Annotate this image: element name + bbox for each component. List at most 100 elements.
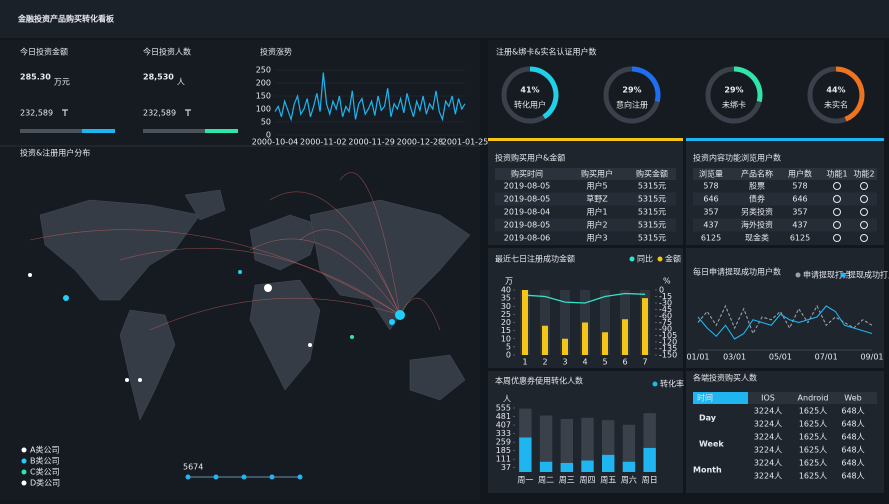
function-icon bbox=[860, 208, 868, 216]
table-header: 购买金额 bbox=[636, 169, 668, 179]
table-cell: 草野Z bbox=[586, 194, 608, 204]
y-tick-label: 30 bbox=[501, 302, 511, 311]
bar-segment bbox=[643, 447, 656, 472]
x-tick-label: 2 bbox=[542, 358, 547, 367]
table-cell: 1625人 bbox=[799, 446, 827, 455]
column-bg bbox=[600, 290, 610, 355]
legend-dot bbox=[795, 272, 801, 278]
function-icon bbox=[833, 221, 841, 229]
kpi-label: 今日投资人数 bbox=[143, 47, 191, 57]
table-cell: 2019-08-04 bbox=[504, 208, 551, 217]
bar-segment bbox=[560, 462, 573, 472]
ring-label: 41% bbox=[520, 86, 539, 95]
table-row-bg bbox=[495, 218, 676, 232]
table-cell: 648人 bbox=[841, 420, 864, 429]
ring-arc bbox=[733, 66, 763, 103]
function-icon bbox=[833, 182, 841, 190]
kpi-value: 285.30 bbox=[20, 73, 51, 82]
y2-tick-label: -150 bbox=[659, 351, 677, 360]
bar-segment bbox=[560, 418, 573, 463]
bar bbox=[522, 290, 528, 355]
table-cell: 648人 bbox=[841, 407, 864, 416]
x-tick-label: 周四 bbox=[580, 476, 596, 485]
table-cell: 1625人 bbox=[799, 459, 827, 468]
line bbox=[697, 304, 873, 335]
x-tick-label: 3 bbox=[562, 358, 567, 367]
kpi-unit: 人 bbox=[177, 78, 185, 87]
table-cell: 5315元 bbox=[638, 195, 666, 204]
table-cell: 另类投资 bbox=[741, 207, 773, 217]
function-icon bbox=[860, 221, 868, 229]
table-cell: 3224人 bbox=[754, 446, 782, 455]
legend-dot bbox=[21, 480, 27, 486]
y-tick-label: 5 bbox=[506, 342, 511, 351]
kpi-sub: 232,589 bbox=[20, 109, 53, 118]
arrow-icon bbox=[62, 109, 68, 116]
map-point bbox=[238, 270, 242, 274]
x-tick-label: 周日 bbox=[642, 476, 658, 485]
row-group-labels: Day Week Month bbox=[693, 414, 724, 475]
y2-axis-label: % bbox=[663, 277, 671, 286]
legend-dot bbox=[21, 447, 27, 453]
table-header: 功能2 bbox=[853, 169, 874, 179]
table-cell: 5315元 bbox=[638, 182, 666, 191]
y-axis-label: 万 bbox=[505, 277, 513, 286]
progress-fill bbox=[82, 129, 115, 133]
table-cell: 357 bbox=[792, 208, 807, 217]
y-tick-label: 555 bbox=[496, 404, 511, 413]
x-tick-label: 2000-11-02 bbox=[300, 138, 347, 147]
y-tick-label: 0 bbox=[506, 351, 511, 360]
continent bbox=[409, 354, 466, 401]
x-tick-label: 05/01 bbox=[769, 353, 792, 362]
panel bbox=[686, 248, 884, 368]
table-cell: 5315元 bbox=[638, 234, 666, 243]
continent bbox=[119, 309, 176, 421]
map-point bbox=[389, 319, 395, 325]
table-cell: 437 bbox=[703, 221, 718, 230]
legend-label: D类公司 bbox=[30, 478, 60, 488]
legend-label: 同比 bbox=[637, 254, 653, 264]
map-point bbox=[308, 343, 312, 347]
map-point bbox=[264, 284, 272, 292]
legend-dot bbox=[840, 272, 846, 278]
header-highlight bbox=[693, 392, 748, 404]
y-axis-label: 人 bbox=[503, 395, 511, 404]
x-tick-label: 03/01 bbox=[723, 353, 746, 362]
y-tick-label: 50 bbox=[261, 118, 271, 127]
header bbox=[0, 0, 889, 38]
line bbox=[524, 292, 646, 304]
y-tick-label: 200 bbox=[256, 79, 271, 88]
map-point bbox=[138, 378, 142, 382]
slider-stop bbox=[269, 474, 275, 480]
continent bbox=[249, 279, 321, 391]
y-tick-label: 259 bbox=[496, 438, 511, 447]
flow-arc bbox=[149, 297, 401, 331]
flow-arc bbox=[299, 229, 401, 316]
ring-arc bbox=[529, 66, 559, 120]
y-tick-label: 40 bbox=[501, 286, 511, 295]
function-icon bbox=[860, 195, 868, 203]
y2-tick-label: 0 bbox=[659, 286, 664, 295]
kpi-value: 28,530 bbox=[143, 73, 174, 82]
table-cell: 578 bbox=[792, 182, 807, 191]
flow-arc bbox=[399, 297, 441, 331]
ring-name: 未实名 bbox=[824, 100, 848, 110]
table-cell: 5315元 bbox=[638, 221, 666, 230]
bar-segment bbox=[602, 420, 615, 455]
y-tick-label: 10 bbox=[501, 334, 511, 343]
bar bbox=[622, 319, 628, 355]
x-tick-label: 周三 bbox=[559, 476, 575, 485]
function-icon bbox=[833, 195, 841, 203]
x-tick-label: 07/01 bbox=[815, 353, 838, 362]
table-cell: 357 bbox=[703, 208, 718, 217]
y2-tick-label: -120 bbox=[659, 338, 677, 347]
progress-fill bbox=[205, 129, 238, 133]
table-cell: 3224人 bbox=[754, 420, 782, 429]
table-title: 投资购买用户&金额 bbox=[495, 153, 565, 163]
table-title: 投资内容功能浏览用户数 bbox=[693, 153, 781, 163]
legend-label: 提现成功打点 bbox=[848, 270, 889, 280]
legend-dot bbox=[657, 256, 663, 262]
table-cell: 646 bbox=[703, 195, 718, 204]
bar-segment bbox=[581, 417, 594, 461]
y2-tick-label: -45 bbox=[659, 305, 672, 314]
